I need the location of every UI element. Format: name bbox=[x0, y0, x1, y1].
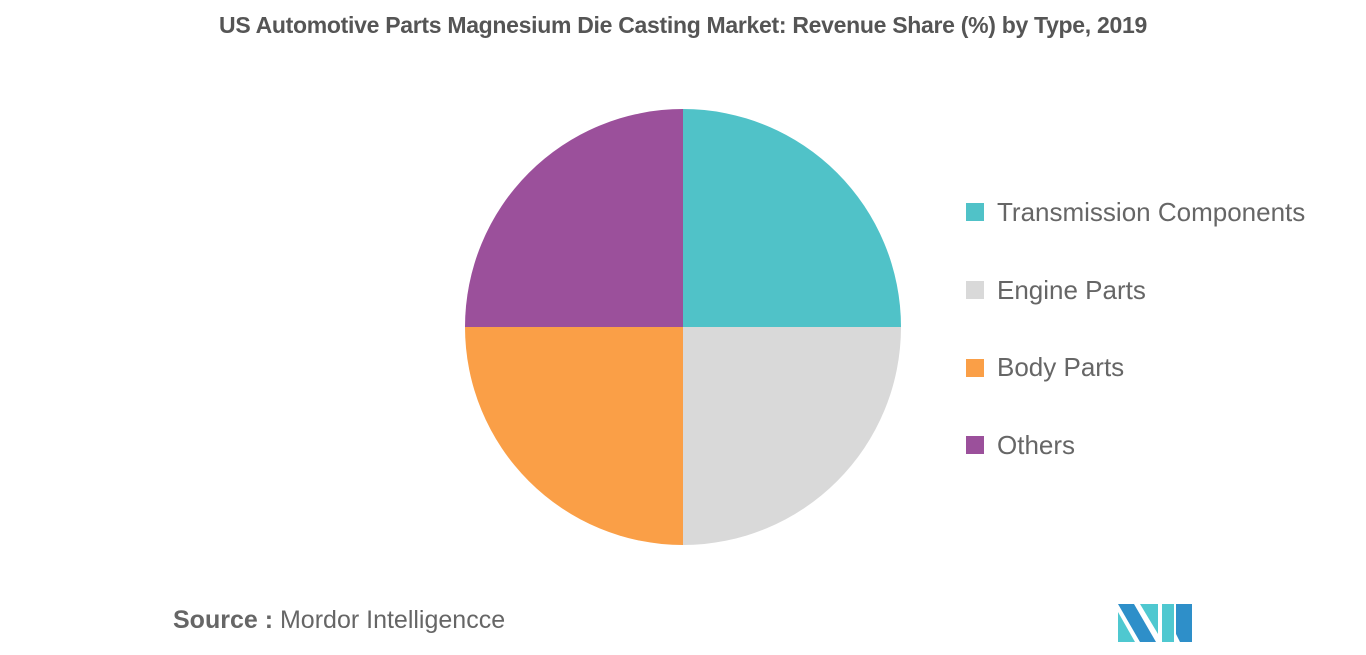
legend-swatch-icon bbox=[966, 203, 984, 221]
source-value: Mordor Intelligencce bbox=[279, 606, 506, 634]
chart-legend: Transmission Components Engine Parts Bod… bbox=[966, 194, 1305, 505]
legend-label: Others bbox=[997, 429, 1076, 460]
legend-label: Transmission Components bbox=[997, 196, 1306, 227]
legend-label: Engine Parts bbox=[997, 274, 1146, 305]
mordor-intelligence-logo-icon bbox=[1118, 604, 1192, 642]
source-note: Source : Mordor Intelligencce bbox=[173, 606, 505, 635]
legend-item-transmission-components: Transmission Components bbox=[966, 194, 1305, 230]
pie-slice-body-parts bbox=[465, 327, 683, 545]
pie-slice-transmission-components bbox=[683, 109, 901, 327]
pie-slices bbox=[465, 109, 901, 545]
legend-item-body-parts: Body Parts bbox=[966, 350, 1305, 386]
legend-swatch-icon bbox=[966, 281, 984, 299]
source-label: Source : bbox=[173, 606, 274, 634]
chart-title: US Automotive Parts Magnesium Die Castin… bbox=[219, 12, 1147, 38]
legend-swatch-icon bbox=[966, 436, 984, 454]
legend-item-engine-parts: Engine Parts bbox=[966, 272, 1305, 308]
pie-slice-engine-parts bbox=[683, 327, 901, 545]
pie-slice-others bbox=[465, 109, 683, 327]
legend-item-others: Others bbox=[966, 427, 1305, 463]
legend-swatch-icon bbox=[966, 358, 984, 377]
legend-label: Body Parts bbox=[997, 352, 1125, 382]
